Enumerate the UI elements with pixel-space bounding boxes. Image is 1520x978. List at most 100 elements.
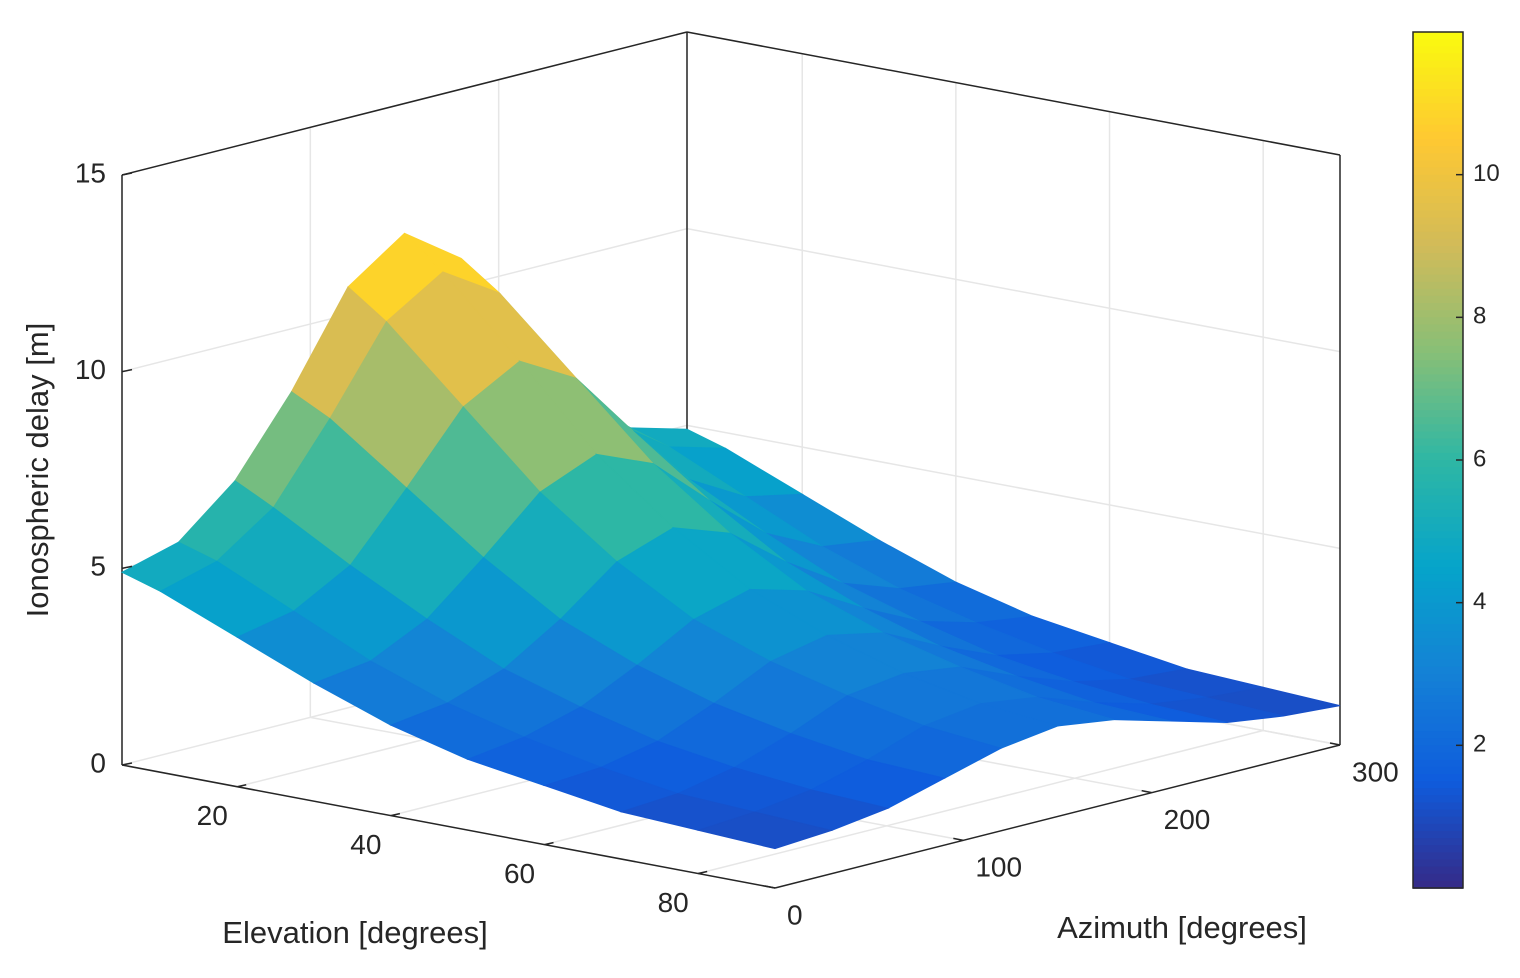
- colorbar-step: [1413, 460, 1463, 468]
- colorbar-step: [1413, 624, 1463, 632]
- surface: [120, 232, 1341, 850]
- colorbar-step: [1413, 345, 1463, 354]
- colorbar-step: [1413, 773, 1463, 782]
- colorbar-step: [1413, 353, 1463, 361]
- colorbar-step: [1413, 395, 1463, 404]
- colorbar-step: [1413, 567, 1463, 575]
- colorbar-step: [1413, 117, 1463, 126]
- colorbar-step: [1413, 723, 1463, 732]
- colorbar-step: [1413, 288, 1463, 297]
- colorbar-step: [1413, 445, 1463, 454]
- tick-mark: [121, 565, 133, 570]
- tick-mark: [953, 837, 964, 842]
- colorbar-step: [1413, 666, 1463, 675]
- colorbar-step: [1413, 802, 1463, 811]
- x-tick-label: 20: [197, 800, 228, 831]
- colorbar-step: [1413, 602, 1463, 611]
- colorbar-step: [1413, 866, 1463, 875]
- colorbar-step: [1413, 303, 1463, 311]
- colorbar-step: [1413, 823, 1463, 832]
- x-tick-label: 40: [350, 829, 381, 860]
- colorbar-step: [1413, 467, 1463, 476]
- colorbar-step: [1413, 60, 1463, 69]
- colorbar-step: [1413, 438, 1463, 447]
- colorbar-step: [1413, 39, 1463, 48]
- z-tick-label: 10: [75, 354, 106, 385]
- colorbar-step: [1413, 295, 1463, 304]
- colorbar-step: [1413, 238, 1463, 247]
- colorbar-step: [1413, 324, 1463, 333]
- colorbar-step: [1413, 81, 1463, 90]
- axis-line: [686, 31, 1341, 156]
- colorbar-step: [1413, 331, 1463, 340]
- colorbar-step: [1413, 588, 1463, 597]
- colorbar-step: [1413, 538, 1463, 547]
- colorbar-step: [1413, 552, 1463, 561]
- tick-mark: [121, 762, 133, 766]
- colorbar-step: [1413, 766, 1463, 775]
- colorbar-tick-label: 8: [1473, 303, 1486, 330]
- colorbar-step: [1413, 616, 1463, 625]
- y-tick-label: 0: [787, 899, 803, 930]
- colorbar-step: [1413, 702, 1463, 711]
- tick-mark: [121, 368, 133, 373]
- colorbar-step: [1413, 317, 1463, 326]
- x-tick-label: 60: [504, 858, 535, 889]
- colorbar-step: [1413, 695, 1463, 704]
- colorbar-step: [1413, 574, 1463, 583]
- colorbar-step: [1413, 609, 1463, 618]
- z-tick-label: 15: [75, 157, 106, 188]
- colorbar-step: [1413, 752, 1463, 761]
- x-axis-label: Elevation [degrees]: [222, 915, 487, 950]
- colorbar-step: [1413, 402, 1463, 411]
- colorbar-step: [1413, 716, 1463, 725]
- colorbar-step: [1413, 809, 1463, 818]
- colorbar-step: [1413, 559, 1463, 568]
- colorbar-step: [1413, 474, 1463, 483]
- colorbar-step: [1413, 260, 1463, 269]
- tick-mark: [698, 870, 708, 875]
- colorbar-step: [1413, 816, 1463, 825]
- colorbar-tick-label: 4: [1473, 588, 1486, 615]
- colorbar-step: [1413, 246, 1463, 254]
- colorbar-step: [1413, 481, 1463, 490]
- colorbar-step: [1413, 880, 1463, 889]
- colorbar-step: [1413, 103, 1463, 112]
- colorbar-step: [1413, 731, 1463, 739]
- colorbar-step: [1413, 502, 1463, 511]
- colorbar-step: [1413, 281, 1463, 290]
- colorbar-step: [1413, 595, 1463, 604]
- colorbar-step: [1413, 210, 1463, 219]
- colorbar-step: [1413, 174, 1463, 183]
- colorbar-tick-label: 6: [1473, 445, 1486, 472]
- colorbar-step: [1413, 217, 1463, 226]
- colorbar-step: [1413, 495, 1463, 504]
- colorbar-step: [1413, 488, 1463, 497]
- colorbar-step: [1413, 67, 1463, 76]
- tick-mark: [237, 783, 247, 788]
- tick-mark: [121, 172, 133, 176]
- colorbar-step: [1413, 795, 1463, 804]
- colorbar-step: [1413, 674, 1463, 682]
- colorbar-step: [1413, 74, 1463, 83]
- grid-line: [686, 424, 1341, 550]
- tick-mark: [1141, 789, 1152, 794]
- colorbar-step: [1413, 196, 1463, 204]
- colorbar-step: [1413, 681, 1463, 690]
- colorbar-step: [1413, 431, 1463, 440]
- colorbar-tick-label: 10: [1473, 160, 1500, 187]
- colorbar-step: [1413, 531, 1463, 540]
- colorbar-step: [1413, 181, 1463, 190]
- colorbar-step: [1413, 509, 1463, 518]
- colorbar-step: [1413, 310, 1463, 319]
- colorbar-step: [1413, 388, 1463, 397]
- colorbar-step: [1413, 153, 1463, 162]
- colorbar-step: [1413, 89, 1463, 97]
- colorbar-step: [1413, 845, 1463, 854]
- axis-line: [121, 31, 688, 176]
- colorbar-step: [1413, 873, 1463, 882]
- colorbar-step: [1413, 381, 1463, 390]
- colorbar-step: [1413, 367, 1463, 376]
- surface-patch: [696, 811, 834, 850]
- y-axis-label: Azimuth [degrees]: [1057, 910, 1307, 945]
